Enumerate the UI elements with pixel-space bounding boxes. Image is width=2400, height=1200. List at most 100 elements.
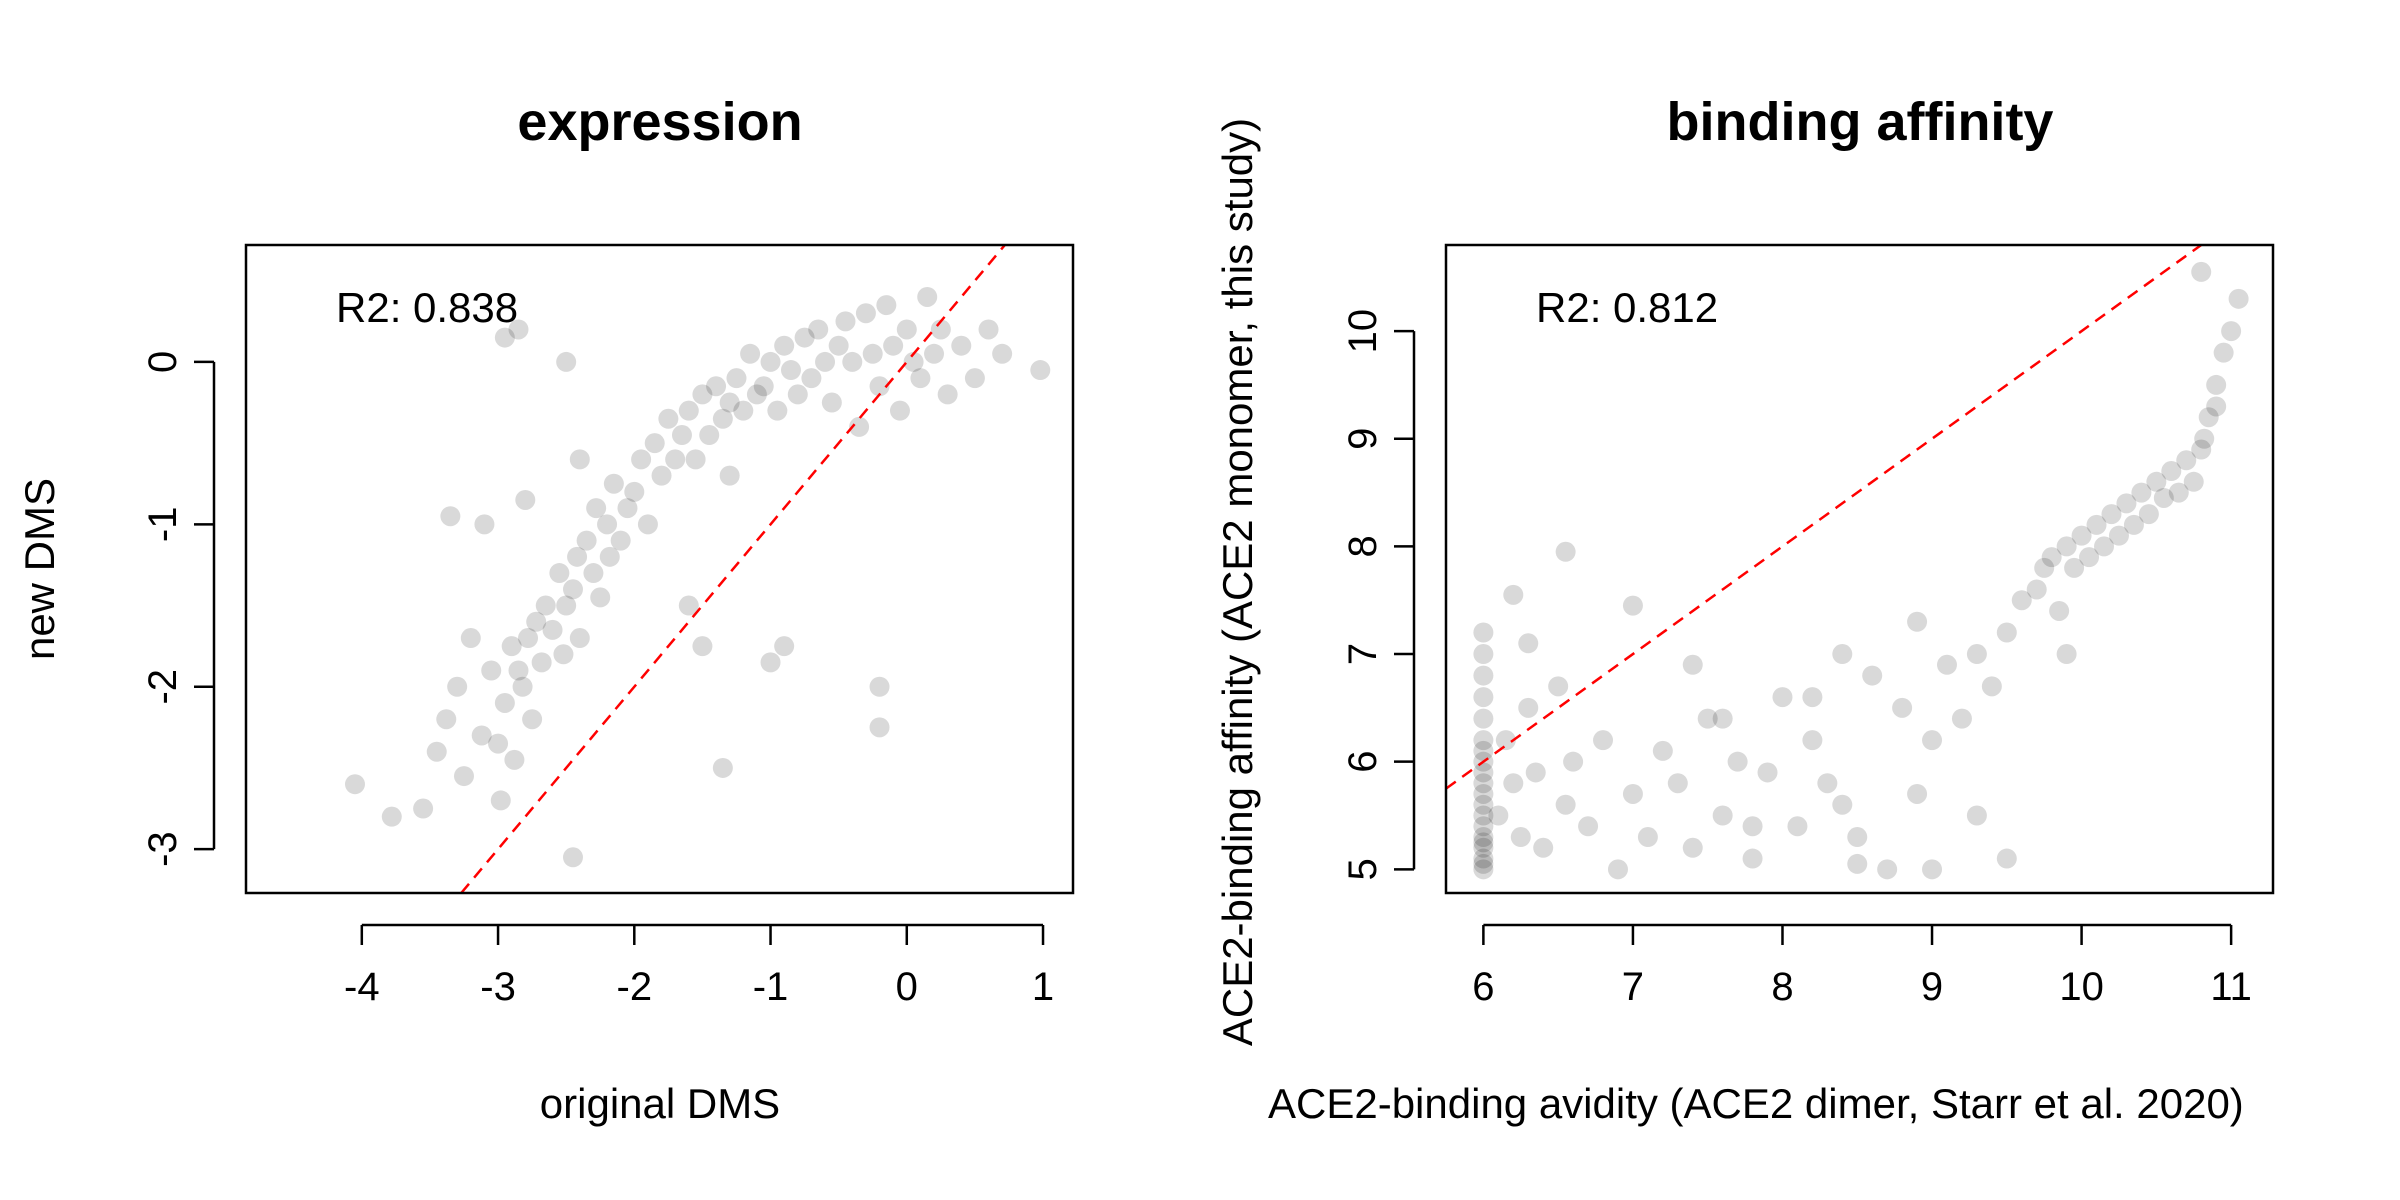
data-point (501, 636, 522, 657)
data-point (624, 481, 645, 502)
data-point (828, 335, 849, 356)
x-tick-label: 0 (896, 965, 918, 1009)
data-point (2176, 450, 2197, 471)
data-point (426, 741, 447, 762)
x-tick-label: 11 (2210, 965, 2252, 1009)
data-point (1607, 859, 1628, 880)
data-point (2101, 504, 2122, 525)
data-point (862, 343, 883, 364)
data-point (1877, 859, 1898, 880)
data-point (1966, 644, 1987, 665)
data-point (1473, 832, 1494, 853)
data-point (733, 400, 754, 421)
data-point (815, 351, 836, 372)
data-point (835, 311, 856, 332)
panel-binding-affinity: binding affinity 6 7 8 9 10 11 5 6 7 8 9 10 R2: 0.… (1214, 92, 2275, 1127)
data-point (549, 563, 570, 584)
x-tick-label: -2 (617, 965, 653, 1009)
y-tick-label: 10 (1341, 309, 1385, 354)
data-point (567, 546, 588, 567)
data-point (2094, 536, 2115, 557)
x-tick-label: 6 (1472, 965, 1494, 1009)
data-point (883, 335, 904, 356)
y-axis-label-binding-affinity: ACE2-binding affinity (ACE2 monomer, thi… (1214, 118, 1261, 1046)
x-tick-label: 1 (1032, 965, 1054, 1009)
data-point (1862, 665, 1883, 686)
data-point (413, 798, 434, 819)
data-point (896, 319, 917, 340)
y-axis-expression: -3 -2 -1 0 (141, 351, 216, 867)
panel-expression: expression -4 -3 -2 -1 0 1 -3-2-10 R2: 0.838 … (16, 92, 1075, 1127)
data-point (2153, 487, 2174, 508)
data-point (583, 563, 604, 584)
x-tick-label: 7 (1622, 965, 1644, 1009)
data-point (2071, 525, 2092, 546)
data-point (1907, 783, 1928, 804)
data-point (671, 425, 692, 446)
data-point (569, 449, 590, 470)
data-point (2206, 396, 2227, 417)
data-point (562, 579, 583, 600)
data-point (1712, 805, 1733, 826)
data-point (1473, 740, 1494, 761)
data-point (1473, 859, 1494, 880)
y-axis-label-expression: new DMS (16, 478, 63, 660)
data-point (535, 595, 556, 616)
x-tick-label: 9 (1921, 965, 1943, 1009)
data-point (508, 319, 529, 340)
data-point (1473, 783, 1494, 804)
data-point (767, 400, 788, 421)
data-point (821, 392, 842, 413)
y-tick-label: 9 (1341, 428, 1385, 450)
data-point (597, 514, 618, 535)
data-point (1473, 762, 1494, 783)
y-tick-label: 7 (1341, 643, 1385, 665)
data-point (951, 335, 972, 356)
data-point (603, 473, 624, 494)
data-point (481, 660, 502, 681)
data-point (869, 676, 890, 697)
data-point (490, 790, 511, 811)
data-point (712, 757, 733, 778)
data-point (1473, 827, 1494, 848)
data-point (1936, 654, 1957, 675)
data-point (678, 400, 699, 421)
data-point (2198, 407, 2219, 428)
plot-frame-expression (244, 243, 1075, 895)
data-point (2168, 482, 2189, 503)
data-point (678, 595, 699, 616)
data-point (447, 676, 468, 697)
data-point (774, 335, 795, 356)
data-point (842, 351, 863, 372)
data-point (774, 636, 795, 657)
data-point (1667, 773, 1688, 794)
data-point (1473, 794, 1494, 815)
chart-title-binding-affinity: binding affinity (1667, 92, 2054, 152)
data-point (719, 392, 740, 413)
data-point (1563, 751, 1584, 772)
data-point (2116, 493, 2137, 514)
data-point (553, 644, 574, 665)
data-point (2194, 428, 2215, 449)
identity-line-expression (460, 244, 1006, 894)
data-point (1503, 584, 1524, 605)
x-tick-label: -3 (480, 965, 516, 1009)
data-point (924, 343, 945, 364)
data-point (1578, 816, 1599, 837)
data-point (2183, 471, 2204, 492)
data-point (1637, 827, 1658, 848)
data-point (2206, 374, 2227, 395)
data-point (855, 303, 876, 324)
data-point (1555, 541, 1576, 562)
plot-frame-binding-affinity (1444, 243, 2275, 895)
data-point (644, 433, 665, 454)
chart-title-expression: expression (517, 92, 802, 152)
data-point (740, 343, 761, 364)
data-point (1697, 708, 1718, 729)
data-point (637, 514, 658, 535)
data-point (1922, 859, 1943, 880)
data-point (1996, 622, 2017, 643)
y-tick-label: -3 (141, 831, 185, 867)
data-point (1473, 687, 1494, 708)
data-point (2079, 547, 2100, 568)
